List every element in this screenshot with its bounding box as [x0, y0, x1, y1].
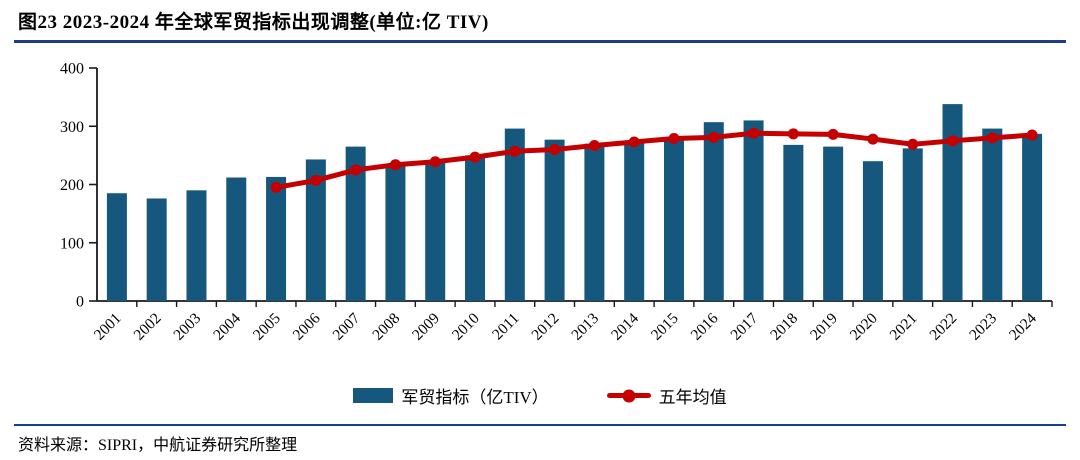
line-marker: [270, 181, 282, 193]
line-marker: [907, 138, 919, 150]
bar-2003: [186, 190, 207, 301]
x-tick-label: 2021: [887, 310, 921, 344]
bar-2022: [942, 104, 963, 301]
line-marker: [787, 128, 799, 140]
bar-2007: [345, 146, 366, 301]
x-tick-label: 2001: [91, 310, 125, 344]
x-tick-label: 2020: [847, 310, 881, 344]
moving-average-line: [273, 130, 1035, 190]
line-marker: [389, 159, 401, 171]
line-marker: [708, 131, 720, 143]
x-tick-label: 2018: [767, 310, 801, 344]
x-tick-label: 2002: [131, 310, 165, 344]
x-tick-label: 2007: [330, 310, 364, 344]
bar-2005: [266, 176, 287, 301]
header-divider: [14, 40, 1066, 43]
line-series-label: 五年均值: [658, 388, 727, 407]
line-marker: [429, 156, 441, 168]
bar-2014: [624, 141, 645, 301]
line-marker: [628, 136, 640, 148]
bar-2009: [425, 161, 446, 301]
x-tick-label: 2009: [409, 310, 443, 344]
legend-item-bar-series: 军贸指标（亿TIV）: [353, 383, 549, 408]
x-tick-label: 2022: [926, 310, 960, 344]
bar-series-swatch-icon: [353, 388, 394, 403]
bar-2019: [823, 146, 844, 301]
line-marker: [986, 132, 998, 144]
bar-2020: [862, 161, 883, 301]
line-series-swatch-icon: [606, 389, 651, 402]
x-tick-label: 2011: [489, 310, 523, 344]
source-note: 资料来源：SIPRI，中航证券研究所整理: [18, 437, 298, 454]
line-marker: [748, 127, 760, 139]
bar-2021: [902, 148, 923, 301]
line-marker: [350, 164, 362, 176]
x-tick-label: 2014: [608, 310, 642, 344]
x-tick-label: 2003: [170, 310, 204, 344]
line-marker: [588, 139, 600, 151]
bar-2001: [106, 193, 127, 301]
x-tick-label: 2010: [449, 310, 483, 344]
y-tick-label: 300: [60, 119, 84, 136]
x-tick-label: 2013: [568, 310, 602, 344]
legend-item-line-series: 五年均值: [606, 383, 727, 408]
y-tick-label: 400: [60, 61, 84, 78]
chart-title: 图23 2023-2024 年全球军贸指标出现调整(单位:亿 TIV): [18, 12, 489, 33]
x-tick-label: 2019: [807, 310, 841, 344]
line-marker: [1026, 129, 1038, 141]
bar-2010: [465, 155, 486, 301]
x-tick-label: 2008: [369, 310, 403, 344]
x-tick-label: 2004: [210, 310, 244, 344]
bar-2015: [663, 139, 684, 301]
x-tick-label: 2016: [688, 310, 722, 344]
bar-2024: [1022, 133, 1043, 301]
bar-2011: [504, 128, 525, 301]
x-tick-label: 2015: [648, 310, 682, 344]
bar-2002: [146, 198, 167, 301]
y-tick-label: 0: [76, 294, 84, 311]
line-marker: [827, 128, 839, 140]
bar-2013: [584, 143, 605, 301]
line-marker: [469, 151, 481, 163]
line-marker: [549, 144, 561, 156]
bar-2012: [544, 139, 565, 301]
y-tick-label: 100: [60, 235, 84, 252]
bar-2018: [783, 144, 804, 301]
bar-2008: [385, 163, 406, 301]
legend: 军贸指标（亿TIV） 五年均值: [0, 383, 1080, 408]
line-marker: [668, 132, 680, 144]
line-marker: [310, 174, 322, 186]
bar-2006: [305, 159, 326, 301]
x-tick-label: 2017: [727, 310, 761, 344]
line-marker: [947, 135, 959, 147]
bar-2004: [226, 177, 247, 301]
line-marker: [867, 133, 879, 145]
bar-2023: [982, 128, 1003, 301]
line-marker: [509, 145, 521, 157]
chart-area: 0 100 200 300 400 2001 2002 2003 2004 2005 2006 200…: [0, 50, 1080, 380]
x-tick-label: 2023: [966, 310, 1000, 344]
y-tick-label: 200: [60, 177, 84, 194]
x-tick-label: 2024: [1006, 310, 1040, 344]
x-tick-label: 2012: [528, 310, 562, 344]
footer-divider: [14, 424, 1066, 426]
bar-series-label: 军贸指标（亿TIV）: [401, 388, 549, 407]
bar-2016: [703, 122, 724, 301]
line-marker-dot-icon: [622, 389, 636, 402]
x-tick-label: 2005: [250, 310, 284, 344]
x-tick-label: 2006: [290, 310, 324, 344]
bar-2017: [743, 120, 764, 301]
